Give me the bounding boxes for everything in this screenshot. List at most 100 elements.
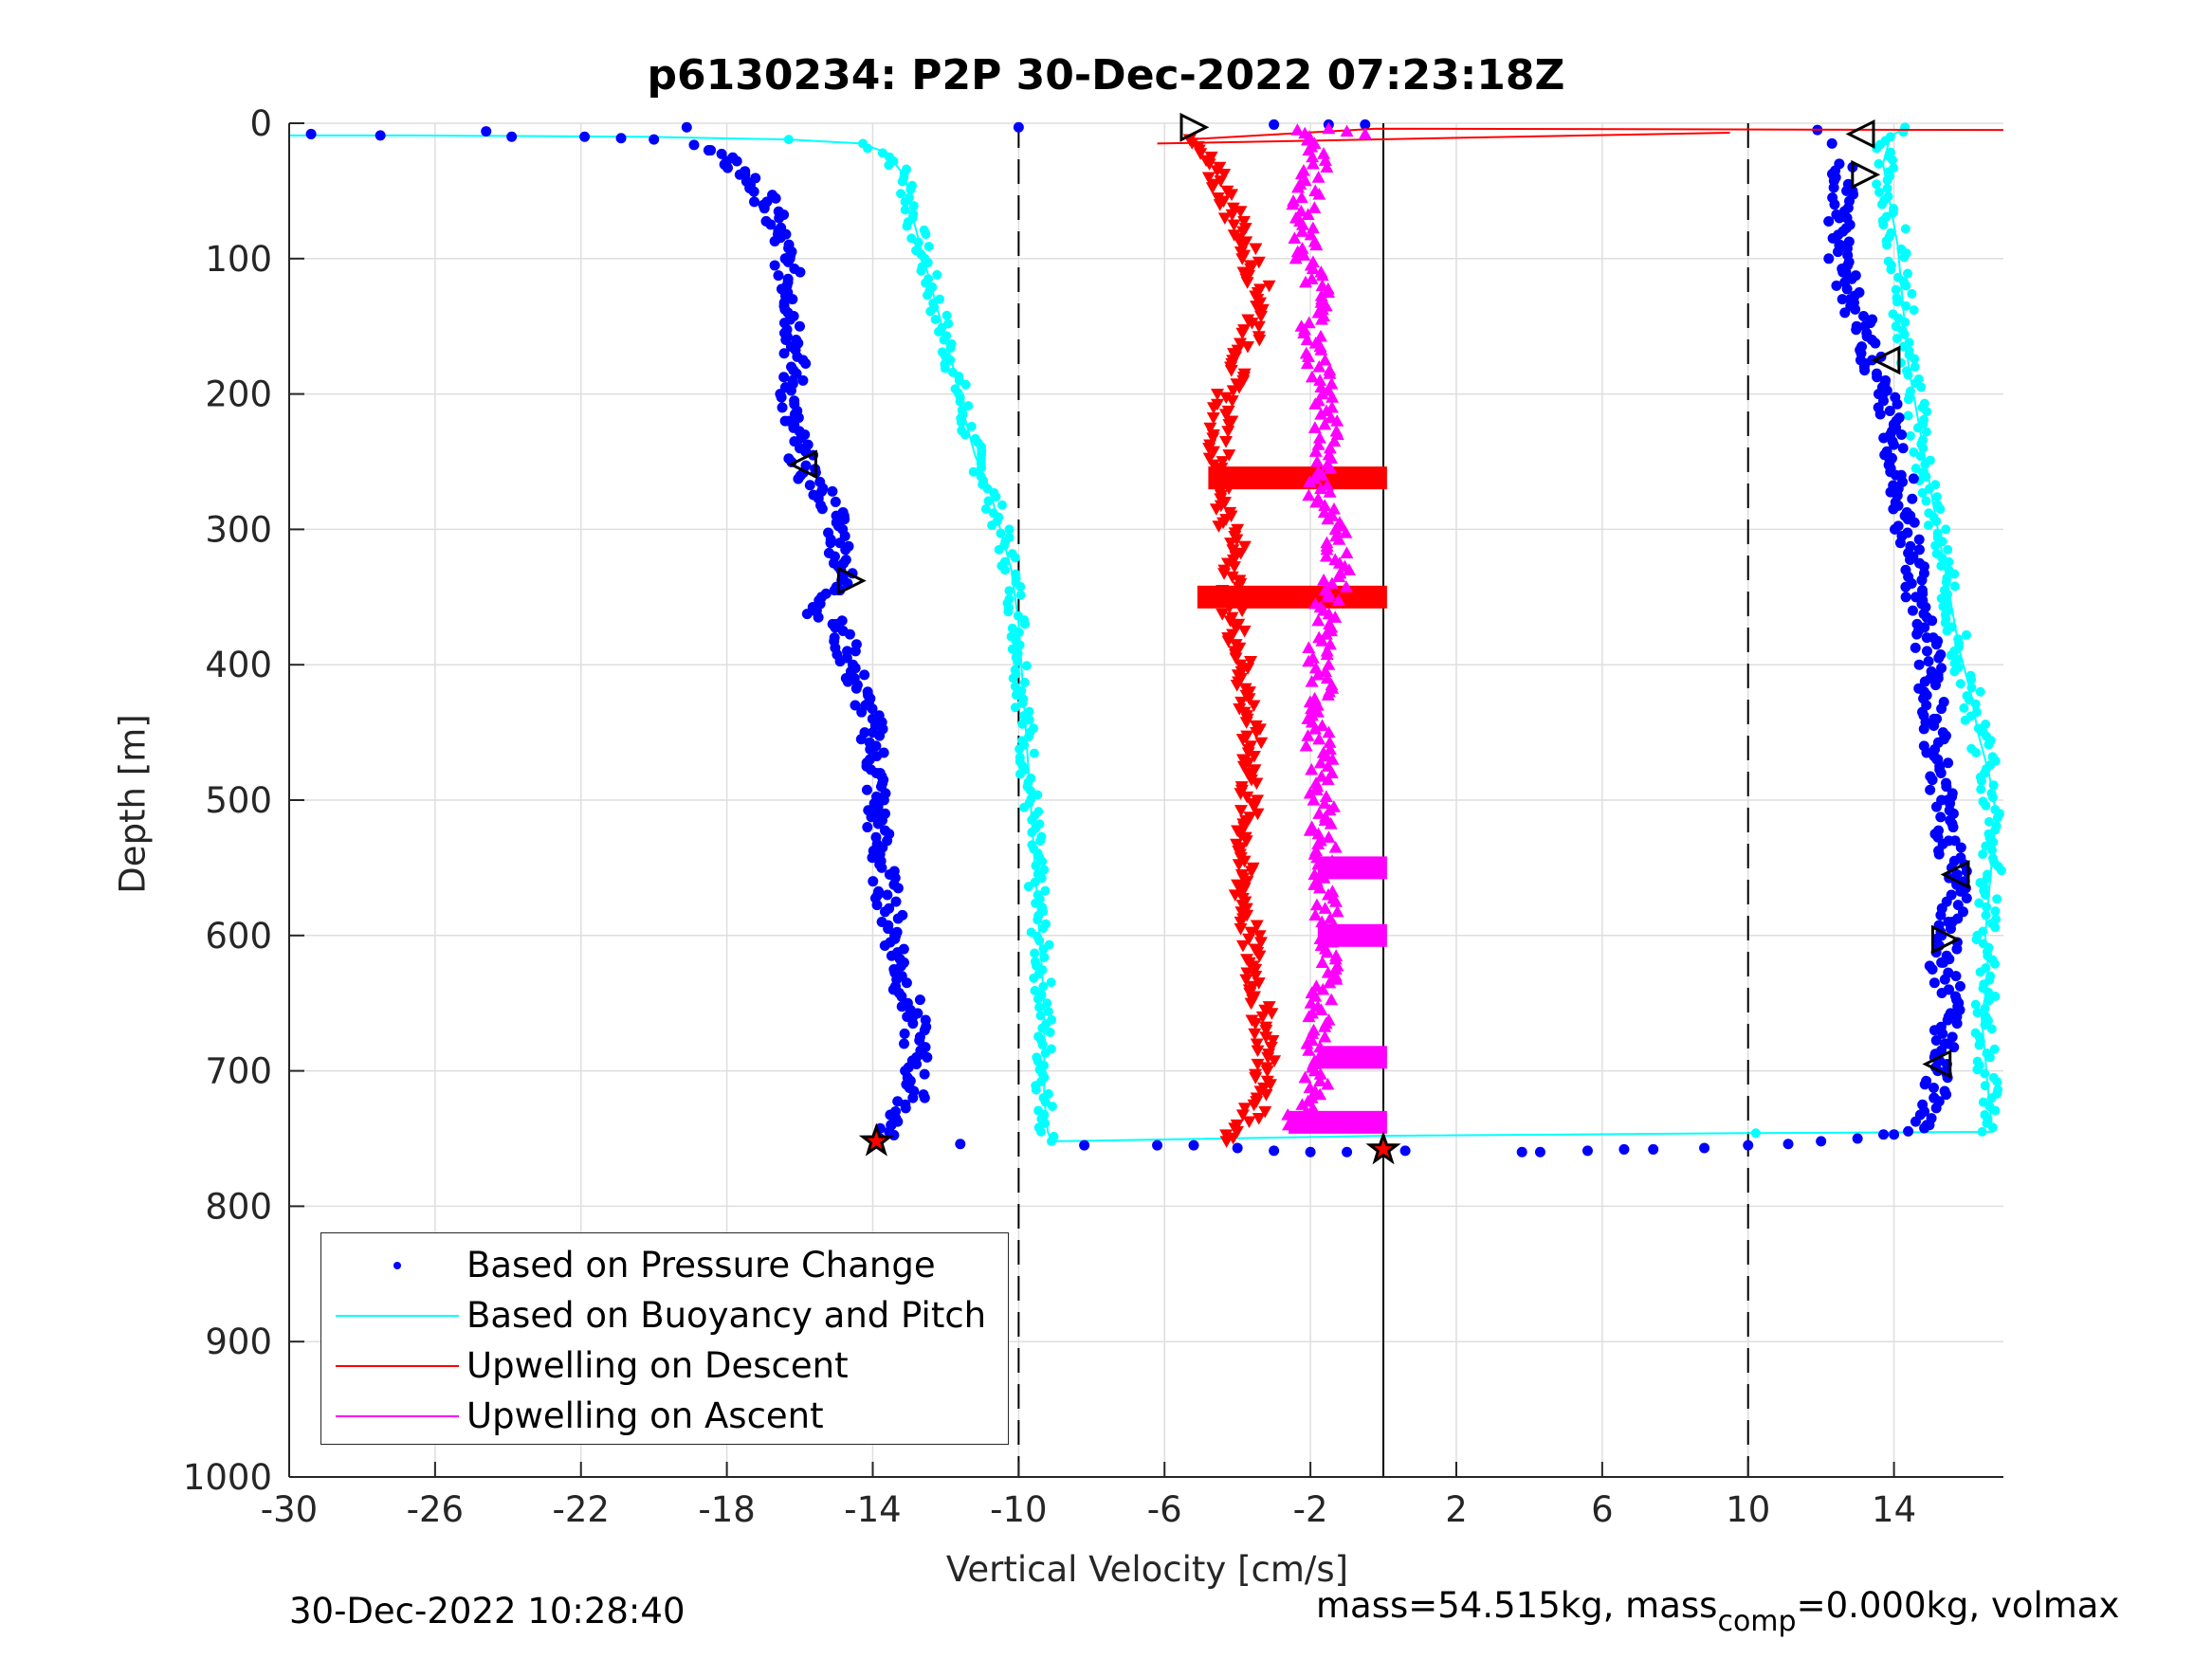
ascent-marker [1312,881,1326,894]
buoyancy-point [956,417,966,428]
descent-marker [1214,588,1228,601]
legend-swatch-ascent [336,1415,459,1417]
descent-marker [1225,209,1239,222]
ascent-marker [1311,667,1325,681]
buoyancy-point [1944,565,1954,575]
pressure-point [1867,314,1878,325]
pressure-point [1837,266,1849,278]
buoyancy-point [1981,963,1991,974]
pressure-point [1884,405,1895,416]
descent-marker [1237,1103,1252,1115]
pressure-point [1856,341,1868,353]
descent-marker [1228,889,1242,902]
ascent-marker [1306,1027,1320,1039]
pressure-point [1929,713,1940,724]
event-marker-triangle-right [1179,112,1210,142]
descent-marker [1221,635,1235,648]
descent-marker [1242,693,1256,705]
pressure-point [911,1051,923,1063]
pressure-point [1937,727,1948,738]
pressure-point [955,1139,966,1150]
ascent-marker [1290,123,1305,136]
descent-marker [1234,659,1248,672]
descent-marker [1185,137,1199,150]
buoyancy-point [1014,628,1024,638]
buoyancy-point [1043,1006,1053,1016]
buoyancy-point [960,429,971,440]
ascent-marker [1307,722,1322,735]
pressure-point [860,700,871,711]
ascent-marker [1307,421,1322,433]
buoyancy-point [1975,686,1985,697]
ascent-marker [1294,204,1308,217]
descent-marker [1213,199,1227,211]
ascent-marker [1298,1070,1312,1084]
ascent-marker [1308,445,1323,457]
ascent-marker [1328,962,1343,975]
legend-swatch-descent [336,1365,459,1367]
pressure-point [1946,889,1957,901]
pressure-point [1947,917,1958,928]
descent-marker [1239,835,1253,848]
buoyancy-point [1004,586,1015,596]
pressure-point [1826,137,1837,149]
buoyancy-point [1991,914,2002,924]
buoyancy-point [1903,268,1913,279]
ascent-marker [1315,268,1329,282]
descent-marker [1234,592,1248,604]
descent-marker [1222,483,1236,496]
ascent-marker [1301,729,1315,741]
descent-marker [1210,165,1224,177]
buoyancy-point [1889,163,1899,173]
pressure-point [1152,1139,1163,1151]
pressure-point [1844,294,1856,305]
y-tick-label: 600 [205,916,272,957]
pressure-point [1925,771,1936,782]
descent-marker [1251,1045,1265,1058]
descent-marker [1220,557,1234,571]
descent-marker [1236,374,1251,388]
descent-marker [1234,337,1248,351]
buoyancy-point [1008,673,1018,684]
buoyancy-point [1992,894,2002,904]
pressure-point [1843,236,1855,247]
pressure-point [1950,971,1962,982]
pressure-point [797,374,809,386]
pressure-point [731,155,742,167]
pressure-point [1013,121,1024,133]
pressure-point [907,1011,919,1022]
buoyancy-point [1903,410,1913,421]
pressure-point [1859,320,1871,332]
ascent-marker [1311,857,1325,870]
pressure-point [870,767,882,778]
buoyancy-point [1980,1003,1990,1013]
pressure-point [816,485,828,497]
descent-marker [1234,598,1248,611]
legend-label-ascent: Upwelling on Ascent [466,1395,824,1436]
pressure-point [1918,740,1929,752]
descent-marker [1253,937,1268,949]
ascent-marker [1302,654,1316,667]
pressure-point [1907,605,1918,616]
buoyancy-point [983,496,994,506]
buoyancy-point [1040,1097,1051,1107]
pressure-point [1816,1136,1827,1147]
ascent-marker [1325,576,1339,590]
descent-marker [1242,933,1256,946]
pressure-point [1917,585,1929,596]
descent-marker [1249,1018,1263,1030]
legend-item-ascent: Upwelling on Ascent [321,1392,1008,1441]
buoyancy-point [1978,926,1988,937]
pressure-point [1834,212,1845,224]
descent-marker [1241,747,1255,760]
descent-marker [1248,1028,1262,1041]
pressure-point [774,212,785,224]
ascent-marker [1313,1040,1327,1053]
buoyancy-point [1977,1126,1987,1137]
buoyancy-point [1883,256,1893,266]
ascent-marker [1321,1077,1335,1090]
buoyancy-point [1966,683,1977,693]
buoyancy-point [1990,804,2001,814]
buoyancy-point [1882,183,1892,193]
buoyancy-point [1011,690,1021,701]
